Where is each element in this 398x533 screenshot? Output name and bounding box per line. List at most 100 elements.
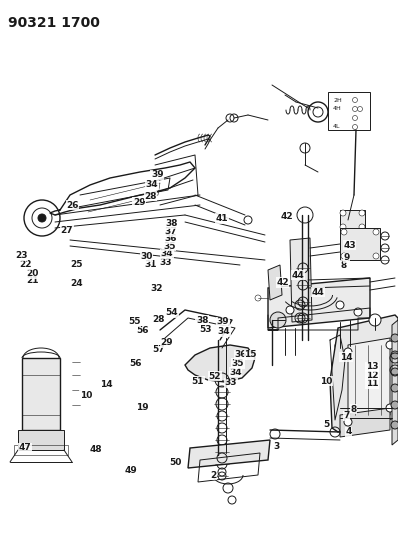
Text: 23: 23: [15, 252, 28, 260]
Text: 41: 41: [216, 214, 228, 223]
Circle shape: [391, 401, 398, 409]
Text: 8: 8: [350, 405, 357, 414]
Text: 19: 19: [136, 403, 149, 411]
Text: 11: 11: [366, 379, 378, 388]
Polygon shape: [268, 278, 370, 328]
Circle shape: [38, 214, 46, 222]
Circle shape: [340, 210, 346, 216]
Text: 29: 29: [133, 198, 146, 207]
Text: 22: 22: [19, 261, 32, 269]
Text: 37: 37: [165, 228, 178, 236]
Circle shape: [336, 301, 344, 309]
Circle shape: [373, 253, 379, 259]
Text: 51: 51: [191, 377, 204, 385]
Circle shape: [373, 229, 379, 235]
Circle shape: [344, 348, 352, 356]
Text: 14: 14: [100, 381, 113, 389]
Text: 35: 35: [163, 242, 176, 251]
Circle shape: [391, 421, 398, 429]
Text: 8: 8: [341, 261, 347, 270]
Text: 39: 39: [217, 318, 229, 326]
Text: 44: 44: [291, 271, 304, 279]
Text: 27: 27: [60, 226, 73, 235]
Text: 24: 24: [70, 279, 83, 288]
Text: 4H: 4H: [333, 107, 342, 111]
Circle shape: [353, 125, 357, 130]
Text: 42: 42: [276, 278, 289, 287]
Text: 56: 56: [136, 326, 149, 335]
Text: 20: 20: [26, 270, 39, 278]
Circle shape: [357, 107, 363, 111]
Polygon shape: [392, 320, 398, 445]
Text: 12: 12: [366, 371, 378, 379]
Text: 7: 7: [343, 411, 349, 420]
Text: 48: 48: [89, 445, 102, 454]
Text: 2: 2: [210, 471, 216, 480]
Circle shape: [354, 308, 362, 316]
Text: 39: 39: [151, 171, 164, 179]
Polygon shape: [290, 238, 312, 322]
Circle shape: [353, 98, 357, 102]
Polygon shape: [340, 210, 365, 230]
Text: 38: 38: [166, 220, 178, 228]
Text: 44: 44: [312, 288, 325, 296]
Circle shape: [353, 116, 357, 120]
Text: 28: 28: [152, 316, 165, 324]
Text: 26: 26: [66, 201, 79, 209]
Text: 34: 34: [161, 249, 174, 258]
Text: 33: 33: [159, 258, 172, 266]
Text: 43: 43: [343, 241, 356, 249]
Text: 35: 35: [232, 359, 244, 368]
Text: 34: 34: [229, 368, 242, 376]
Text: 31: 31: [144, 261, 157, 269]
Circle shape: [359, 224, 365, 230]
Text: 5: 5: [323, 420, 330, 429]
Text: 53: 53: [199, 325, 212, 334]
Polygon shape: [18, 430, 64, 450]
Text: 4L: 4L: [333, 125, 341, 130]
Circle shape: [391, 384, 398, 392]
Circle shape: [359, 210, 365, 216]
FancyBboxPatch shape: [328, 92, 370, 130]
Circle shape: [286, 306, 294, 314]
Text: 56: 56: [129, 359, 142, 368]
Circle shape: [340, 224, 346, 230]
Circle shape: [341, 229, 347, 235]
Text: 33: 33: [224, 378, 237, 387]
Circle shape: [391, 368, 398, 376]
Polygon shape: [330, 315, 398, 432]
Text: 52: 52: [209, 372, 221, 381]
Circle shape: [386, 404, 394, 412]
Text: 29: 29: [160, 338, 173, 347]
Text: 54: 54: [166, 309, 178, 317]
Text: 38: 38: [196, 316, 209, 325]
Text: 50: 50: [169, 458, 181, 467]
Text: 2H: 2H: [333, 98, 342, 102]
Circle shape: [270, 312, 286, 328]
Polygon shape: [340, 408, 390, 437]
Text: 32: 32: [150, 285, 163, 293]
Text: 14: 14: [340, 353, 353, 361]
Text: 49: 49: [125, 466, 138, 474]
Text: 34: 34: [146, 181, 158, 189]
Text: 21: 21: [26, 277, 39, 285]
Text: 36: 36: [234, 351, 247, 359]
Text: 57: 57: [152, 345, 165, 354]
Polygon shape: [268, 265, 282, 300]
Polygon shape: [22, 358, 60, 430]
Text: 9: 9: [343, 254, 349, 262]
Text: 55: 55: [128, 318, 141, 326]
Circle shape: [391, 334, 398, 342]
Text: 36: 36: [164, 235, 177, 243]
Circle shape: [353, 107, 357, 111]
Text: 10: 10: [320, 377, 333, 385]
Text: 3: 3: [273, 442, 280, 451]
Polygon shape: [185, 345, 255, 382]
Polygon shape: [188, 440, 270, 468]
Circle shape: [386, 341, 394, 349]
Circle shape: [274, 316, 282, 324]
Text: 90321 1700: 90321 1700: [8, 16, 100, 30]
Text: 4: 4: [345, 427, 351, 436]
Text: 42: 42: [280, 212, 293, 221]
Text: 13: 13: [366, 362, 378, 371]
